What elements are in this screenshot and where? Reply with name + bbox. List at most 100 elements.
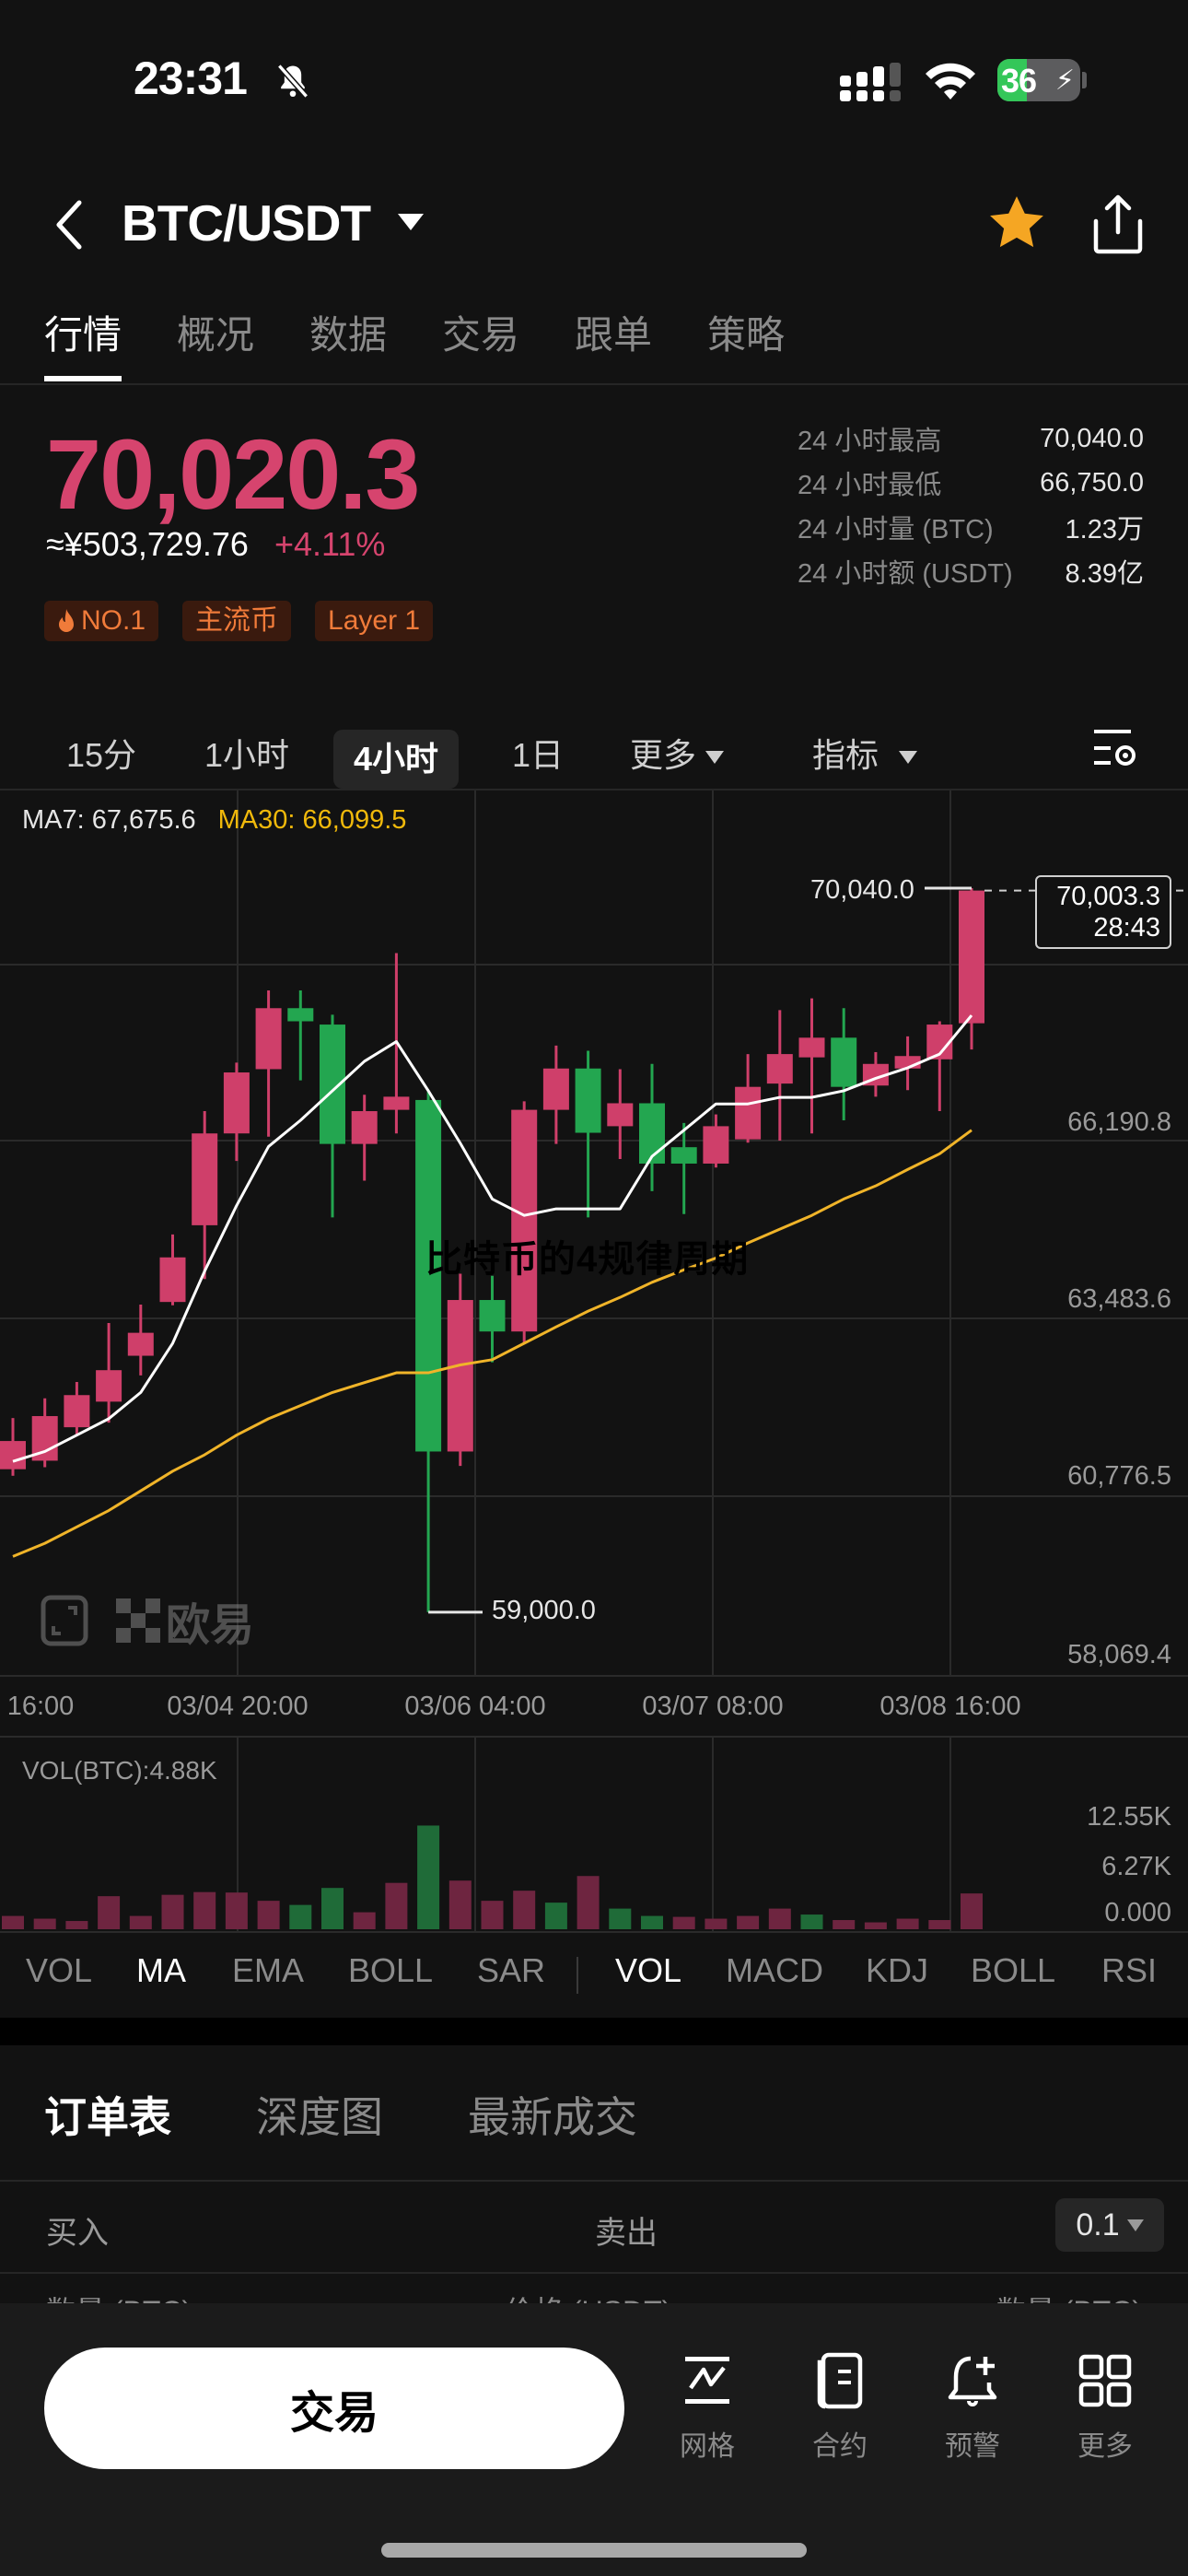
timeframe-1d[interactable]: 1日 [512, 736, 565, 774]
indicator-sub-vol[interactable]: VOL [615, 1951, 682, 1989]
nav-contract[interactable]: 合约 [785, 2351, 895, 2464]
more-grid-icon [1078, 2354, 1132, 2407]
indicator-sub-rsi[interactable]: RSI [1101, 1951, 1158, 1989]
chart-settings-icon[interactable] [1094, 726, 1138, 778]
x-axis-label: 16:00 [6, 1692, 75, 1721]
back-chevron-icon[interactable] [53, 199, 83, 251]
charging-bolt-icon: ⚡ [1054, 65, 1075, 96]
tab-overview[interactable]: 概况 [177, 313, 255, 357]
last-price: 70,020.3 [46, 418, 420, 530]
y-axis-label: 58,069.4 [1067, 1640, 1171, 1669]
low-marker-label: 59,000.0 [492, 1596, 596, 1625]
section-separator [0, 2018, 1188, 2045]
timeframe-4h[interactable]: 4小时 [333, 730, 460, 789]
tag-mainstream[interactable]: 主流币 [182, 601, 292, 641]
tab-strategy[interactable]: 策略 [707, 313, 786, 357]
ma7-value: MA7: 67,675.6 [22, 805, 196, 835]
indicator-sub-macd[interactable]: MACD [726, 1951, 823, 1989]
volume-chart[interactable] [0, 1738, 1188, 1933]
fullscreen-icon[interactable] [41, 1595, 88, 1646]
tag-rank[interactable]: NO.1 [44, 601, 159, 641]
buy-label: 买入 [46, 2216, 109, 2251]
ma-legend: MA7: 67,675.6 MA30: 66,099.5 [22, 805, 406, 836]
stat-turnover-24h: 24 小时额 (USDT) 8.39亿 [798, 559, 1144, 589]
contract-icon [817, 2352, 863, 2409]
current-price: 70,003.3 [1056, 882, 1160, 911]
divider [0, 2180, 1188, 2182]
indicator-label: 指标 [812, 736, 879, 774]
trade-button[interactable]: 交易 [44, 2348, 624, 2469]
precision-select[interactable]: 0.1 [1055, 2198, 1164, 2252]
watermark: 欧易 [41, 1588, 254, 1653]
x-axis-line [0, 1675, 1188, 1677]
y-axis-label: 66,190.8 [1067, 1107, 1171, 1137]
okx-logo: 欧易 [116, 1588, 254, 1653]
watermark-text: 欧易 [166, 1601, 255, 1650]
wifi-icon [926, 63, 975, 100]
caret-down-icon[interactable] [398, 214, 424, 230]
share-icon[interactable] [1092, 193, 1144, 254]
nav-grid-bot[interactable]: 网格 [652, 2351, 763, 2464]
tab-market[interactable]: 行情 [44, 313, 122, 357]
x-axis-label: 03/08 16:00 [879, 1692, 1021, 1721]
tab-data[interactable]: 数据 [309, 313, 388, 357]
tab-recent-trades[interactable]: 最新成交 [468, 2093, 637, 2141]
volume-axis-label: 12.55K [1087, 1802, 1171, 1832]
timeframe-more-label: 更多 [630, 736, 697, 774]
divider [0, 2272, 1188, 2274]
tab-depth-chart[interactable]: 深度图 [256, 2093, 383, 2141]
nav-more[interactable]: 更多 [1050, 2351, 1160, 2464]
indicator-dropdown[interactable]: 指标 [812, 709, 918, 802]
status-time: 23:31 [134, 53, 248, 104]
cellular-signal-icon [840, 63, 901, 101]
volume-legend: VOL(BTC):4.88K [22, 1756, 217, 1785]
volume-axis-label: 6.27K [1101, 1852, 1171, 1881]
indicator-main-ema[interactable]: EMA [232, 1951, 305, 1989]
indicator-sub-kdj[interactable]: KDJ [866, 1951, 929, 1989]
battery-cap [1082, 72, 1087, 88]
indicator-sub-boll[interactable]: BOLL [971, 1951, 1056, 1989]
nav-more-label: 更多 [1077, 2431, 1133, 2462]
current-price-tag[interactable]: 70,003.3 28:43 [1035, 875, 1171, 949]
tab-copy-trading[interactable]: 跟单 [575, 313, 653, 357]
timeframe-1h[interactable]: 1小时 [204, 736, 290, 774]
y-axis-label: 63,483.6 [1067, 1284, 1171, 1314]
orderbook-tabs: 订单表 深度图 最新成交 [44, 2084, 637, 2145]
x-axis-label: 03/06 04:00 [404, 1692, 546, 1721]
indicator-separator [577, 1957, 578, 1994]
battery-indicator: 36 ⚡ [997, 59, 1080, 101]
active-tab-indicator [44, 376, 122, 381]
fire-icon [59, 609, 74, 632]
indicator-bar: VOL MA EMA BOLL SAR VOL MACD KDJ BOLL RS… [0, 1951, 1188, 2007]
indicator-main-sar[interactable]: SAR [477, 1951, 546, 1989]
sell-label: 卖出 [595, 2216, 658, 2251]
x-axis-label: 03/07 08:00 [642, 1692, 784, 1721]
tag-layer1[interactable]: Layer 1 [315, 601, 434, 641]
indicator-main-boll[interactable]: BOLL [348, 1951, 434, 1989]
indicator-main-vol[interactable]: VOL [26, 1951, 93, 1989]
nav-grid-bot-label: 网格 [680, 2431, 735, 2462]
alert-bell-icon [948, 2356, 997, 2406]
pair-title[interactable]: BTC/USDT [122, 194, 371, 252]
x-axis-label: 03/04 20:00 [167, 1692, 309, 1721]
candle-countdown: 28:43 [1093, 913, 1160, 943]
tab-trade[interactable]: 交易 [442, 313, 520, 357]
tag-list: NO.1 主流币 Layer 1 [44, 601, 434, 641]
candlestick-chart[interactable] [0, 790, 1188, 1675]
timeframe-15m[interactable]: 15分 [66, 736, 137, 774]
change-percent: +4.11% [274, 525, 386, 563]
caret-down-icon [705, 751, 725, 765]
overlay-caption: 比特币的4规律周期 [425, 1239, 750, 1280]
nav-alert[interactable]: 预警 [917, 2351, 1028, 2464]
y-axis-label: 60,776.5 [1067, 1461, 1171, 1491]
timeframe-more[interactable]: 更多 [630, 709, 725, 802]
tab-order-book[interactable]: 订单表 [44, 2093, 171, 2141]
precision-value: 0.1 [1076, 2207, 1120, 2242]
star-icon[interactable] [985, 192, 1048, 254]
volume-baseline [0, 1931, 1188, 1933]
indicator-main-ma[interactable]: MA [136, 1951, 186, 1989]
bell-slash-icon [276, 64, 309, 99]
home-indicator[interactable] [381, 2543, 807, 2558]
caret-down-icon [1126, 2219, 1144, 2231]
battery-percent: 36 [1001, 62, 1037, 100]
